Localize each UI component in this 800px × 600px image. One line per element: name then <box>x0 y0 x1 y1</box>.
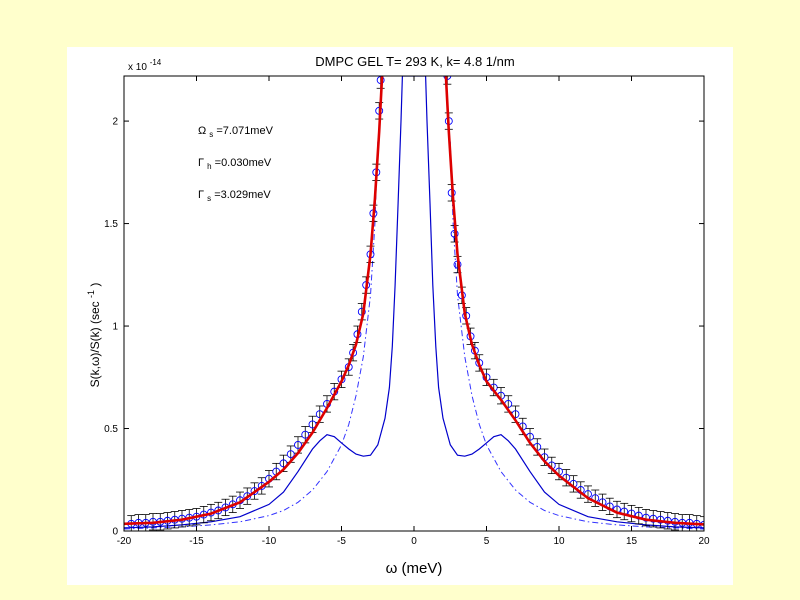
annotation-gamma-h-symbol: Γ <box>198 157 204 169</box>
series-fit-line <box>444 76 704 526</box>
x-tick-label: 0 <box>411 536 417 547</box>
annotation-omega-s: Ω s =7.071meV <box>198 125 274 140</box>
y-axis-label: S(k,ω)/S(k) (sec -1 ) <box>83 283 102 388</box>
figure-panel: -20 -15 -10 -5 0 5 10 15 20 0 0.5 1 1.5 2 DMPC GEL T=… <box>67 47 733 585</box>
y-multiplier: x 10 -14 <box>128 58 162 73</box>
x-tick-label: -10 <box>262 536 277 547</box>
chart-title: DMPC GEL T= 293 K, k= 4.8 1/nm <box>315 54 514 69</box>
x-tick-label: 10 <box>553 536 565 547</box>
axis-ticks: -20 -15 -10 -5 0 5 10 15 20 0 0.5 1 1.5 2 <box>104 76 710 547</box>
x-axis-label: ω (meV) <box>386 560 443 577</box>
annotations: Ω s =7.071meV Γ h =0.030meV Γ s =3.029me… <box>198 125 274 204</box>
data-point <box>301 430 310 439</box>
y-tick-label: 1.5 <box>104 219 118 230</box>
annotation-omega-s-sub: s <box>209 130 213 139</box>
y-multiplier-exp: -14 <box>150 58 162 67</box>
series-fit-line <box>124 76 384 526</box>
data-point <box>279 459 288 468</box>
axes-box <box>123 75 705 532</box>
plot-data <box>124 76 704 531</box>
x-tick-label: 5 <box>484 536 490 547</box>
x-tick-label: -20 <box>117 536 132 547</box>
data-point <box>294 440 302 449</box>
annotation-gamma-h: Γ h =0.030meV <box>198 157 272 172</box>
y-axis-label-close: ) <box>88 283 102 287</box>
data-point <box>286 450 295 459</box>
series-dashdot-line <box>124 141 379 530</box>
annotation-gamma-h-value: =0.030meV <box>215 157 272 169</box>
y-multiplier-base: x 10 <box>128 62 147 73</box>
series-solid-line <box>124 76 704 529</box>
x-tick-label: -5 <box>337 536 346 547</box>
annotation-gamma-s-sub: s <box>207 194 211 203</box>
series-dashdot-line <box>449 141 704 530</box>
x-tick-label: 20 <box>698 536 710 547</box>
annotation-omega-s-symbol: Ω <box>198 125 206 137</box>
y-tick-label: 1 <box>112 322 118 333</box>
y-tick-label: 2 <box>112 117 118 128</box>
annotation-gamma-s: Γ s =3.029meV <box>198 189 271 204</box>
annotation-gamma-h-sub: h <box>207 162 211 171</box>
annotation-gamma-s-value: =3.029meV <box>214 189 271 201</box>
y-tick-label: 0 <box>112 527 118 538</box>
y-tick-label: 0.5 <box>104 424 118 435</box>
x-tick-label: 15 <box>626 536 638 547</box>
chart: -20 -15 -10 -5 0 5 10 15 20 0 0.5 1 1.5 2 DMPC GEL T=… <box>83 54 710 577</box>
annotation-omega-s-value: =7.071meV <box>216 125 273 137</box>
y-axis-label-main: S(k,ω)/S(k) (sec <box>88 301 102 387</box>
x-tick-label: -15 <box>189 536 204 547</box>
y-axis-label-sup: -1 <box>86 290 96 298</box>
annotation-gamma-s-symbol: Γ <box>198 189 204 201</box>
